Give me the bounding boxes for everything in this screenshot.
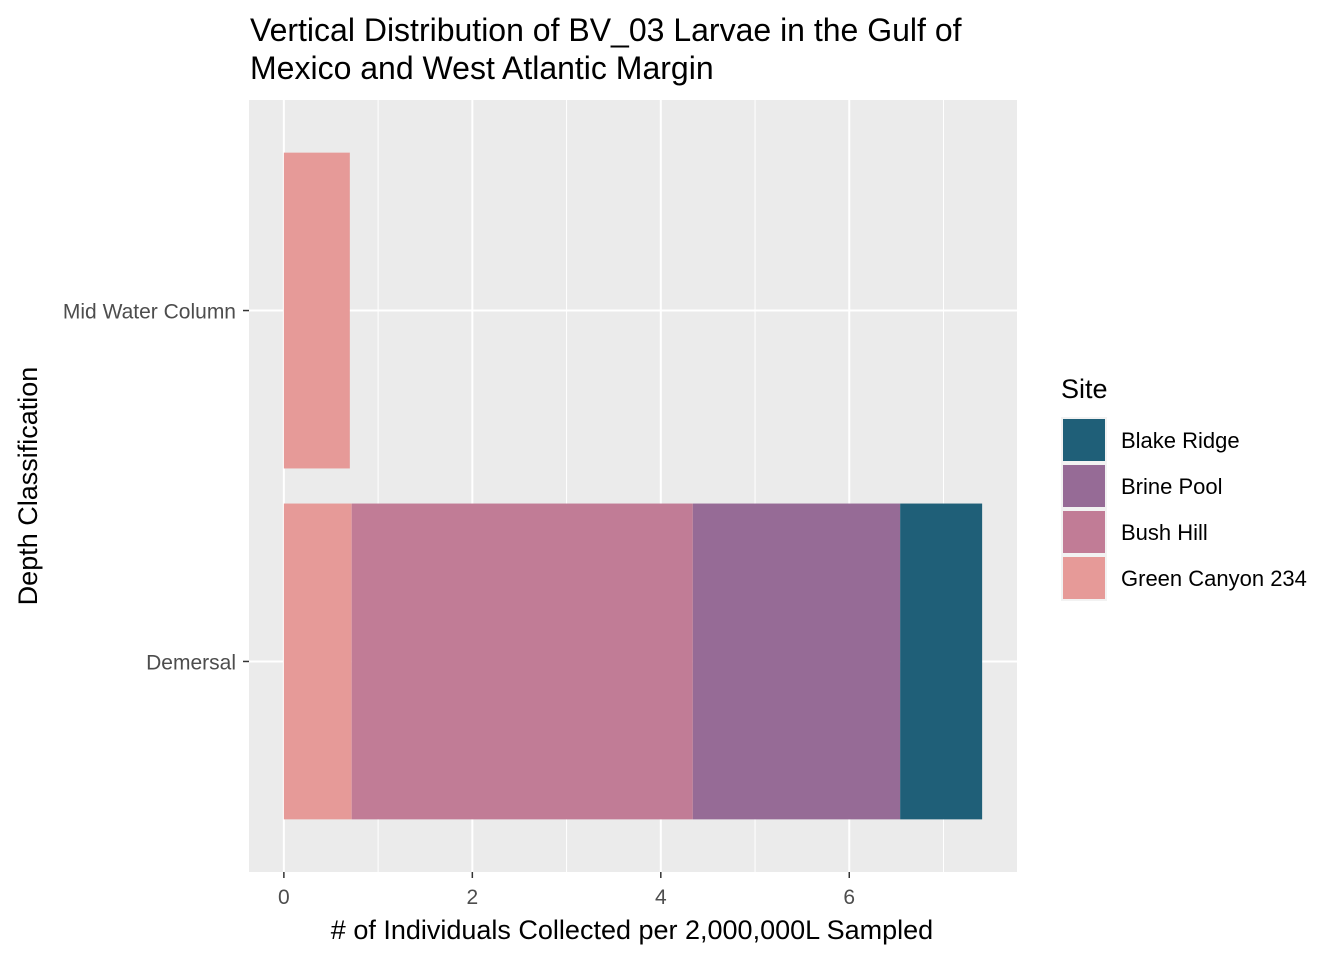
x-tick-label: 6	[843, 886, 855, 909]
legend-swatch	[1063, 419, 1105, 461]
bar-blake-ridge	[900, 503, 983, 820]
legend: Site Blake Ridge Brine Pool Bush Hill Green…	[1061, 374, 1307, 601]
x-tick-label: 4	[655, 886, 667, 909]
bar-brine-pool	[692, 503, 901, 820]
legend-label: Bush Hill	[1121, 520, 1208, 545]
x-axis-label: # of Individuals Collected per 2,000,000…	[331, 915, 933, 945]
legend-label: Brine Pool	[1121, 474, 1223, 499]
chart-title-line-1: Vertical Distribution of BV_03 Larvae in…	[250, 12, 962, 48]
bar-green-canyon-234	[283, 152, 350, 469]
bars	[283, 152, 983, 820]
y-tick-label: Demersal	[146, 651, 236, 674]
axes: 0 2 4 6 Mid Water Column Demersal	[63, 301, 855, 909]
legend-label: Green Canyon 234	[1121, 566, 1307, 591]
x-tick-label: 0	[278, 886, 290, 909]
bar-bush-hill	[351, 503, 693, 820]
legend-swatch	[1063, 465, 1105, 507]
legend-title: Site	[1061, 374, 1108, 404]
legend-swatch	[1063, 511, 1105, 553]
chart-title-line-2: Mexico and West Atlantic Margin	[250, 50, 714, 86]
legend-label: Blake Ridge	[1121, 428, 1240, 453]
bar-green-canyon-234	[283, 503, 352, 820]
y-axis-label: Depth Classification	[13, 367, 43, 606]
y-tick-label: Mid Water Column	[63, 301, 236, 324]
x-tick-label: 2	[466, 886, 478, 909]
legend-swatch	[1063, 557, 1105, 599]
